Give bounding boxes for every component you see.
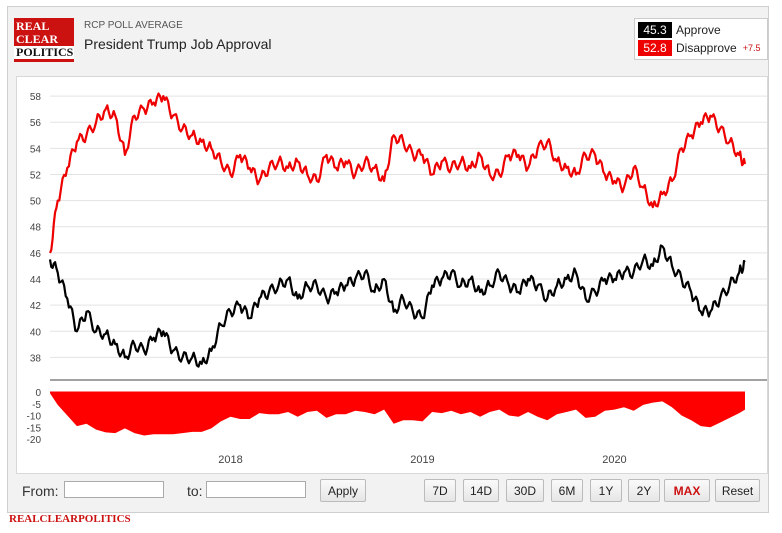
y-tick-label: 48 (30, 223, 42, 234)
spread-tick-label: 0 (35, 388, 41, 399)
x-tick-label: 2018 (218, 454, 242, 466)
spread-tick-label: -20 (27, 435, 42, 446)
rcp-logo[interactable]: REAL CLEAR POLITICS (14, 18, 74, 62)
x-tick-label: 2020 (602, 454, 626, 466)
range-max-button[interactable]: MAX (664, 479, 710, 502)
x-tick-label: 2019 (410, 454, 434, 466)
y-tick-label: 52 (30, 170, 42, 181)
legend-approve: 45.3 Approve (638, 22, 721, 38)
spread-tick-label: -5 (32, 400, 41, 411)
y-tick-label: 46 (30, 249, 42, 260)
y-tick-label: 54 (30, 144, 42, 155)
spread-value: +7.5 (742, 43, 761, 53)
y-tick-label: 40 (30, 327, 42, 338)
legend-disapprove: 52.8 Disapprove +7.5 (638, 40, 760, 56)
plot-area[interactable]: 38 40 42 44 46 48 50 52 54 56 58 0 -5 -10 -15 -20 2018 20… (16, 76, 768, 474)
series-line-disapprove (48, 92, 747, 254)
y-tick-label: 44 (30, 275, 42, 286)
spread-tick-label: -10 (27, 412, 42, 423)
series-line-approve (48, 244, 746, 368)
logo-line-2: CLEAR (16, 32, 59, 46)
logo-line-3: POLITICS (14, 45, 74, 59)
y-tick-label: 56 (30, 118, 42, 129)
legend: 45.3 Approve 52.8 Disapprove +7.5 (634, 18, 768, 60)
range-30d-button[interactable]: 30D (506, 479, 544, 502)
chart-svg[interactable]: 38 40 42 44 46 48 50 52 54 56 58 0-5-10-15-20 2018 20… (17, 77, 767, 473)
apply-button[interactable]: Apply (320, 479, 366, 502)
from-label: From: (22, 483, 59, 499)
disapprove-label: Disapprove (676, 41, 737, 55)
y-tick-label: 50 (30, 197, 42, 208)
range-7d-button[interactable]: 7D (424, 479, 456, 502)
range-2y-button[interactable]: 2Y (628, 479, 660, 502)
reset-button[interactable]: Reset (715, 479, 760, 502)
poll-kicker: RCP POLL AVERAGE (84, 20, 183, 31)
to-date-input[interactable] (206, 481, 306, 498)
approve-value: 45.3 (638, 22, 672, 38)
approve-label: Approve (676, 23, 721, 37)
spread-area (50, 392, 745, 436)
disapprove-value: 52.8 (638, 40, 672, 56)
from-date-input[interactable] (64, 481, 164, 498)
logo-line-1: REAL (16, 19, 50, 33)
range-14d-button[interactable]: 14D (463, 479, 499, 502)
y-tick-label: 38 (30, 353, 42, 364)
footer-brand[interactable]: REALCLEARPOLITICS (9, 513, 131, 525)
range-6m-button[interactable]: 6M (551, 479, 583, 502)
chart-title: President Trump Job Approval (84, 36, 272, 52)
range-1y-button[interactable]: 1Y (590, 479, 622, 502)
spread-tick-label: -15 (27, 423, 42, 434)
to-label: to: (187, 483, 203, 499)
y-tick-label: 58 (30, 92, 42, 103)
y-tick-label: 42 (30, 301, 42, 312)
